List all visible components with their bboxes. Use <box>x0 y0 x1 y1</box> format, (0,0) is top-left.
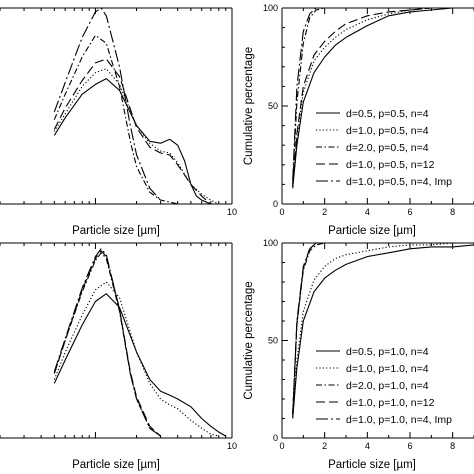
x-tick-label: 4 <box>365 207 370 217</box>
series-line-2 <box>53 68 220 204</box>
legend-label: d=0.5, p=0.5, n=4 <box>346 108 429 120</box>
chart-panel-top-left: 10 Particle size [µm] <box>0 7 237 237</box>
series-line-5 <box>53 248 161 437</box>
legend: d=0.5, p=0.5, n=4 d=1.0, p=0.5, n=4 d=2.0,… <box>316 108 452 188</box>
x-tick-label: 2 <box>322 207 327 217</box>
y-tick-label: 100 <box>263 3 278 13</box>
x-tick-label: 6 <box>407 207 412 217</box>
series-line-5 <box>53 7 162 201</box>
legend-label: d=2.0, p=0.5, n=4 <box>346 142 429 154</box>
x-axis-label: Particle size [µm] <box>72 459 160 471</box>
chart-panel-bottom-right: 0 2 4 6 8 0 50 100 Particle size [µm] Cumulative … <box>243 238 474 471</box>
legend-label: d=1.0, p=0.5, n=4, Imp <box>346 176 452 188</box>
series-line-4 <box>53 250 161 437</box>
series-line-5 <box>292 7 368 181</box>
x-tick-label: 6 <box>407 441 412 451</box>
x-tick-label: 0 <box>279 207 284 217</box>
series-line-2 <box>292 242 474 417</box>
x-axis-label: Particle size [µm] <box>72 225 160 237</box>
x-axis-label: Particle size [µm] <box>328 225 416 237</box>
x-tick-label: 0 <box>279 441 284 451</box>
chart-panel-bottom-left: 10 Particle size [µm] <box>0 242 237 471</box>
series-line-3 <box>53 252 161 437</box>
y-tick-label: 100 <box>263 238 278 248</box>
legend-label: d=1.0, p=0.5, n=4 <box>346 125 429 137</box>
series-line-1 <box>53 78 212 204</box>
chart-panel-top-right: 0 2 4 6 8 0 50 100 Particle size [µm] Cumulative … <box>243 3 474 237</box>
y-axis-label: Cumulative percentage <box>243 47 255 165</box>
legend-label: d=0.5, p=1.0, n=4 <box>346 346 429 358</box>
x-tick-label: 4 <box>365 441 370 451</box>
series-line-1 <box>53 293 227 437</box>
y-tick-label: 50 <box>268 101 278 111</box>
legend-label: d=1.0, p=1.0, n=4, Imp <box>346 414 452 426</box>
y-tick-label: 50 <box>268 336 278 346</box>
y-tick-label: 0 <box>273 433 278 443</box>
legend-label: d=2.0, p=1.0, n=4 <box>346 380 429 392</box>
series-line-3 <box>292 7 368 185</box>
series-line-3 <box>53 34 178 204</box>
y-axis-label: Cumulative percentage <box>243 281 255 399</box>
x-tick-label: 2 <box>322 441 327 451</box>
y-tick-label: 0 <box>273 199 278 209</box>
x-tick-label: 8 <box>450 207 455 217</box>
legend-label: d=1.0, p=1.0, n=4 <box>346 363 429 375</box>
legend-label: d=1.0, p=0.5, n=12 <box>346 159 435 171</box>
series-line-2 <box>53 281 219 437</box>
x-tick-label: 10 <box>227 441 237 451</box>
series-line-4 <box>53 58 212 204</box>
series-line-1 <box>292 244 474 419</box>
x-tick-label: 8 <box>450 441 455 451</box>
series-line-1 <box>292 7 474 189</box>
x-tick-label: 10 <box>227 207 237 217</box>
series-line-5 <box>292 242 368 415</box>
series-line-4 <box>292 7 474 187</box>
x-axis-label: Particle size [µm] <box>328 459 416 471</box>
legend-label: d=1.0, p=1.0, n=12 <box>346 397 435 409</box>
legend: d=0.5, p=1.0, n=4 d=1.0, p=1.0, n=4 d=2.0,… <box>316 346 452 426</box>
